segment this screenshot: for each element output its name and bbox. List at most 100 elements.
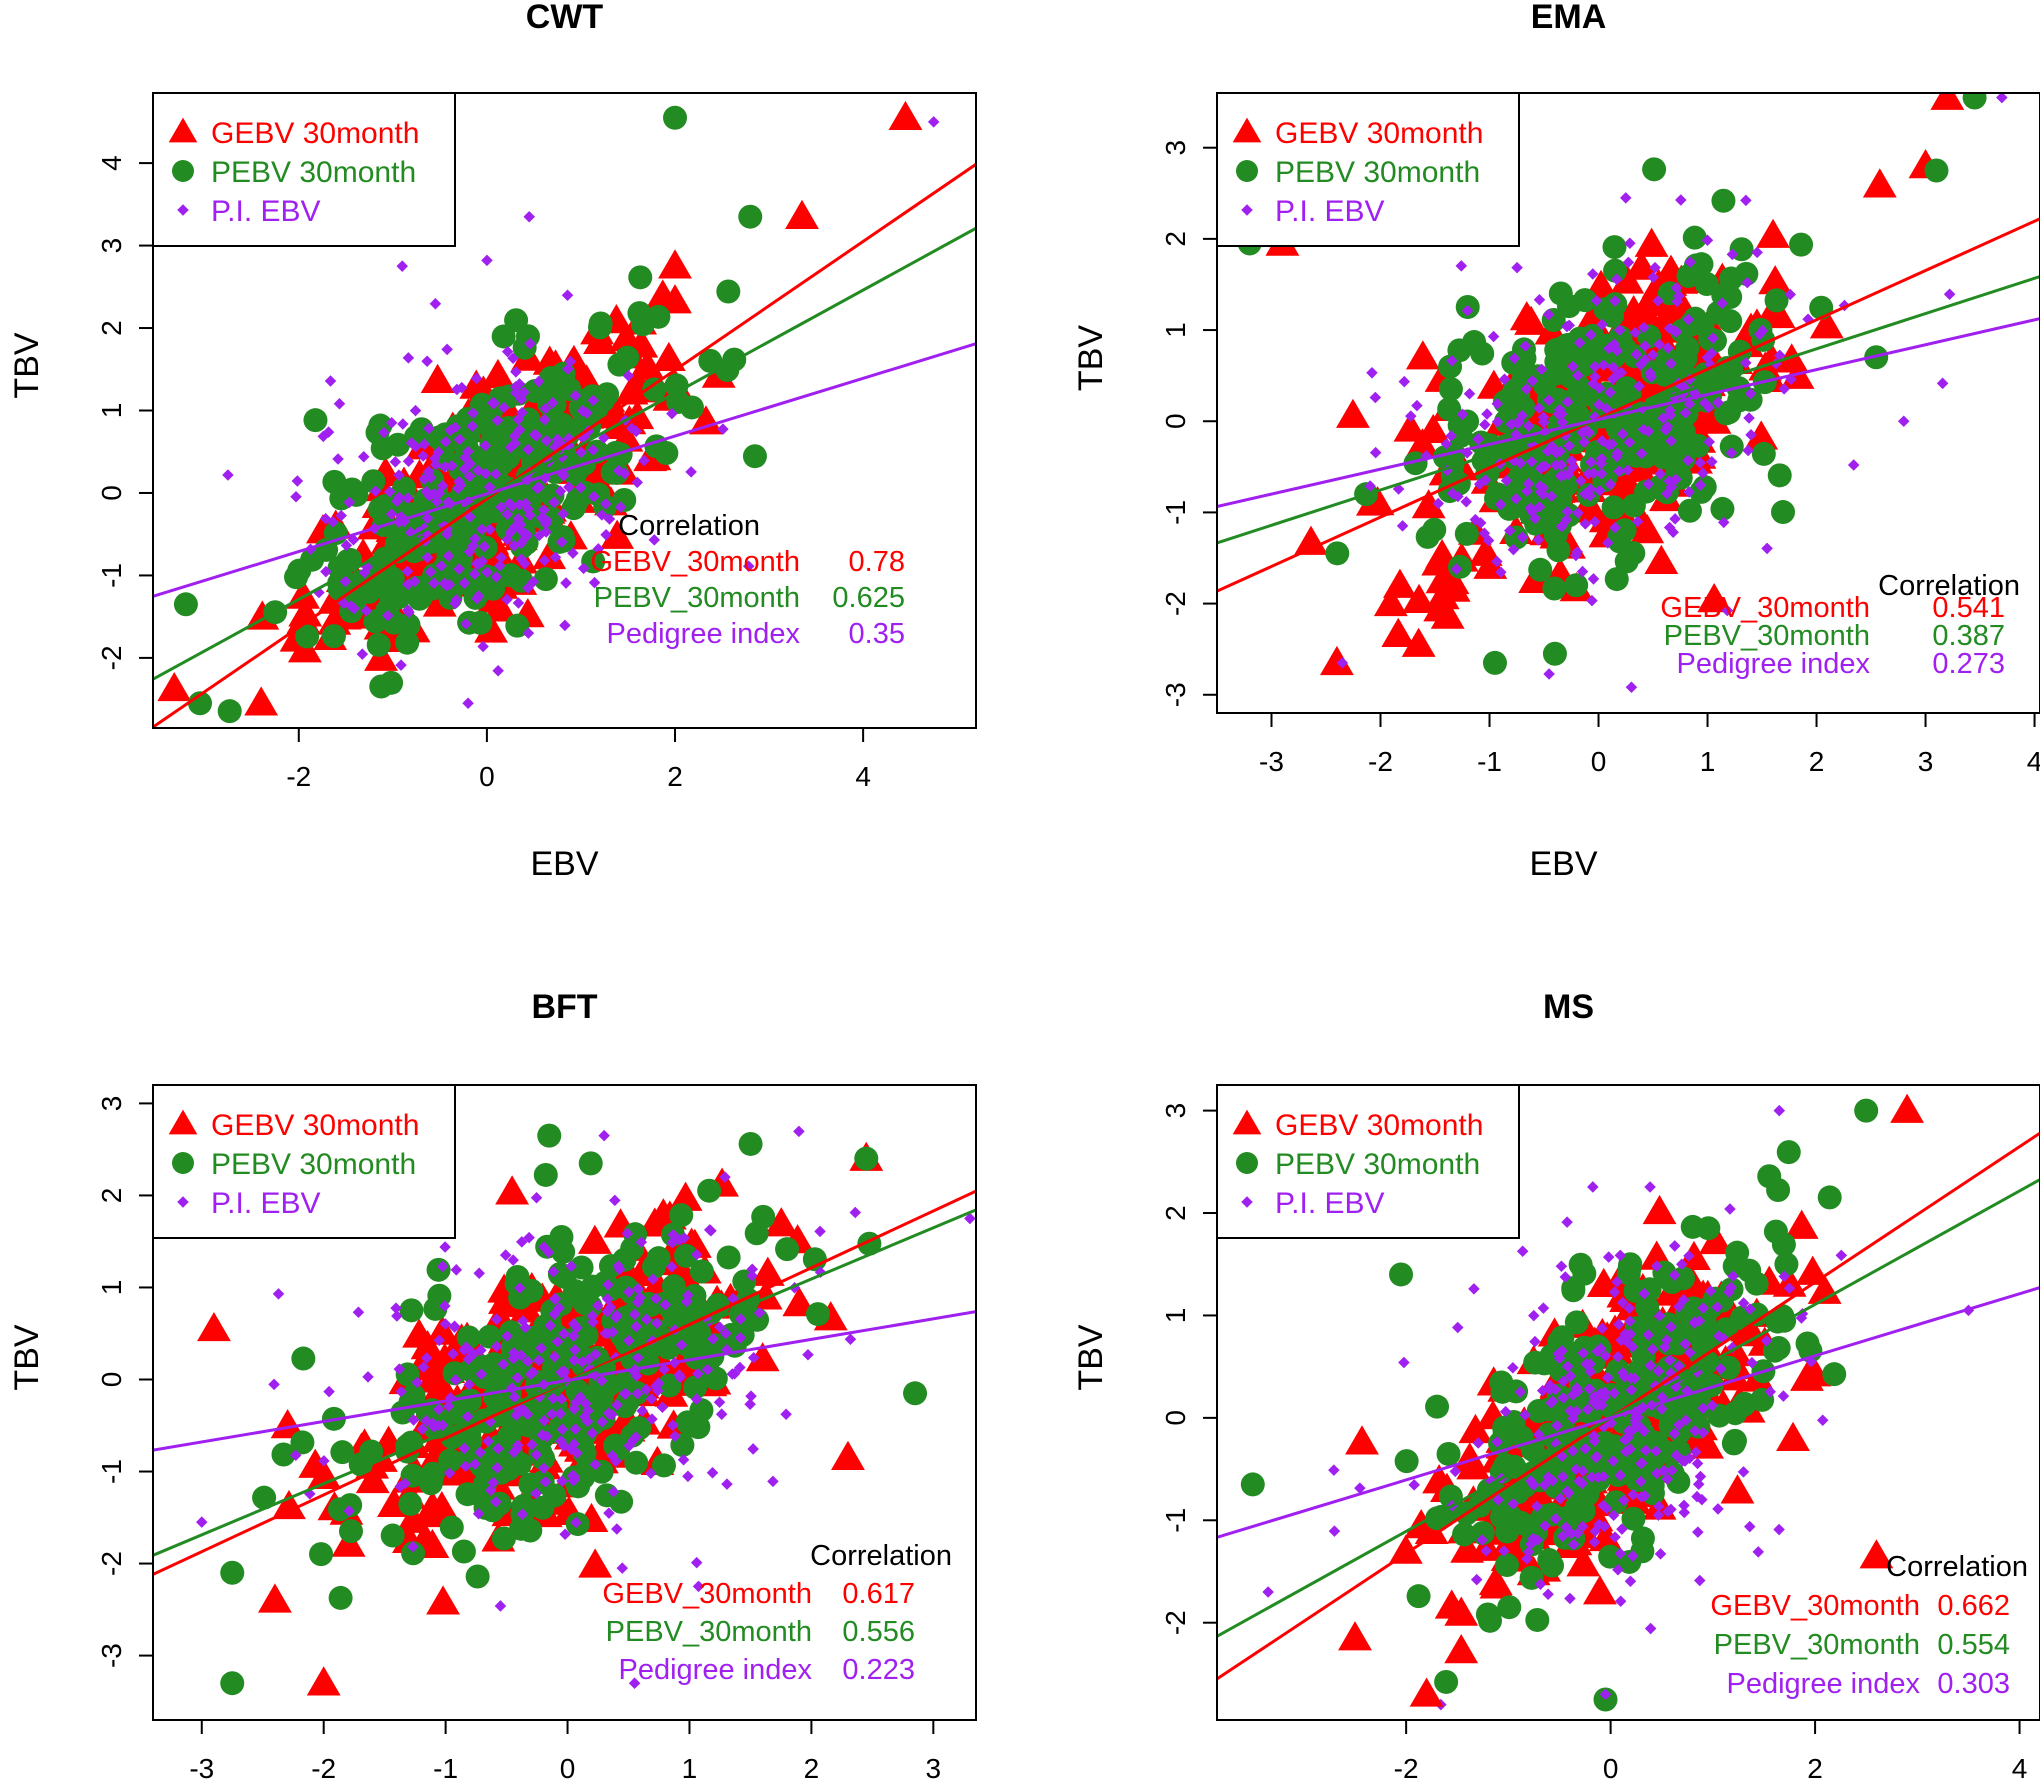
point-diamond bbox=[1507, 1361, 1519, 1374]
point-diamond bbox=[486, 397, 499, 409]
correlation-header: Correlation bbox=[1886, 1551, 2028, 1583]
point-circle bbox=[338, 1519, 363, 1544]
point-diamond bbox=[1603, 342, 1615, 355]
point-diamond bbox=[720, 1327, 732, 1340]
point-diamond bbox=[526, 1438, 538, 1451]
point-circle bbox=[523, 379, 548, 404]
x-tick-label: 1 bbox=[682, 1753, 698, 1784]
point-diamond bbox=[588, 576, 601, 589]
point-triangle bbox=[1444, 1596, 1479, 1626]
point-diamond bbox=[481, 566, 493, 578]
point-diamond bbox=[1526, 375, 1539, 387]
point-diamond bbox=[587, 444, 599, 456]
point-diamond bbox=[436, 479, 449, 492]
point-diamond bbox=[574, 481, 587, 494]
x-tick-label: 0 bbox=[1603, 1753, 1619, 1784]
point-diamond bbox=[1565, 455, 1578, 467]
panel-ms: MS -2 0 2 4 -2 -1 0 1 2 3 TBV GEBV 30month PEBV 30mon… bbox=[1072, 988, 2040, 1784]
point-triangle bbox=[1758, 265, 1793, 295]
correlation-label: GEBV_30month bbox=[602, 1578, 812, 1610]
point-diamond bbox=[360, 605, 373, 617]
point-circle bbox=[401, 1541, 426, 1566]
point-diamond bbox=[715, 1408, 728, 1420]
point-diamond bbox=[557, 508, 569, 520]
y-tick-label: 0 bbox=[96, 485, 127, 501]
point-triangle bbox=[1405, 340, 1440, 370]
point-diamond bbox=[417, 450, 429, 462]
point-diamond bbox=[524, 337, 536, 350]
point-diamond bbox=[1596, 318, 1608, 331]
point-diamond bbox=[1596, 1322, 1608, 1335]
point-diamond bbox=[1567, 1389, 1579, 1401]
correlation-block: Correlation GEBV_30month 0.617 PEBV_30month… bbox=[602, 1540, 952, 1686]
point-diamond bbox=[1554, 470, 1567, 482]
point-diamond bbox=[1572, 369, 1584, 382]
point-circle bbox=[491, 324, 516, 349]
point-diamond bbox=[352, 1306, 365, 1319]
point-diamond bbox=[501, 593, 513, 606]
point-diamond bbox=[1595, 468, 1608, 480]
point-diamond bbox=[587, 394, 600, 407]
point-circle bbox=[642, 377, 667, 402]
point-diamond bbox=[1637, 423, 1650, 436]
point-diamond bbox=[439, 435, 452, 448]
point-diamond bbox=[1713, 1330, 1725, 1342]
point-diamond bbox=[607, 1485, 620, 1498]
y-tick-label: -1 bbox=[96, 1459, 127, 1484]
point-diamond bbox=[635, 1236, 648, 1248]
point-outlier bbox=[523, 210, 535, 223]
point-diamond bbox=[472, 464, 484, 477]
point-circle bbox=[426, 1257, 451, 1282]
point-triangle bbox=[425, 1315, 460, 1345]
point-diamond bbox=[458, 1344, 470, 1356]
point-diamond bbox=[438, 577, 451, 590]
point-circle bbox=[1612, 518, 1637, 543]
point-diamond bbox=[1635, 1475, 1647, 1488]
point-diamond bbox=[1478, 527, 1491, 540]
point-circle bbox=[398, 1491, 423, 1516]
point-diamond bbox=[527, 576, 540, 588]
point-diamond bbox=[335, 509, 347, 522]
point-diamond bbox=[1481, 408, 1493, 420]
point-diamond bbox=[491, 414, 504, 427]
point-diamond bbox=[1744, 387, 1757, 400]
point-diamond bbox=[1694, 457, 1706, 469]
point-diamond bbox=[538, 1462, 550, 1474]
point-diamond bbox=[844, 1333, 857, 1346]
point-diamond bbox=[565, 1260, 577, 1272]
point-triangle bbox=[1402, 583, 1436, 613]
point-diamond bbox=[1743, 1520, 1756, 1533]
point-diamond bbox=[1711, 1301, 1723, 1313]
point-diamond bbox=[1680, 1414, 1692, 1426]
point-diamond bbox=[1593, 398, 1605, 411]
point-diamond bbox=[596, 1374, 608, 1387]
plot-frame bbox=[1216, 1084, 2040, 1721]
point-diamond bbox=[592, 1299, 604, 1312]
point-diamond bbox=[1608, 1387, 1620, 1399]
point-diamond bbox=[458, 577, 471, 589]
point-diamond bbox=[490, 468, 502, 480]
point-triangle bbox=[1697, 583, 1732, 613]
point-circle bbox=[1497, 1595, 1522, 1620]
point-diamond bbox=[530, 1449, 543, 1461]
point-diamond bbox=[1472, 433, 1484, 445]
correlation-label: PEBV_30month bbox=[1714, 1629, 1920, 1661]
point-diamond bbox=[1589, 360, 1601, 373]
point-circle bbox=[1762, 1338, 1787, 1363]
point-diamond bbox=[523, 1231, 535, 1244]
point-diamond bbox=[1538, 416, 1550, 428]
point-diamond bbox=[814, 1225, 826, 1238]
point-diamond bbox=[682, 1470, 694, 1483]
point-circle bbox=[1767, 463, 1792, 488]
point-diamond bbox=[652, 1384, 664, 1397]
point-diamond bbox=[600, 498, 612, 510]
point-diamond bbox=[512, 513, 524, 525]
point-diamond bbox=[1633, 380, 1645, 392]
point-diamond bbox=[290, 1449, 302, 1462]
point-triangle bbox=[750, 1256, 785, 1286]
point-diamond bbox=[1629, 326, 1642, 339]
point-triangle bbox=[481, 358, 515, 389]
correlation-label: Pedigree index bbox=[1677, 648, 1871, 680]
point-outlier bbox=[927, 116, 940, 128]
point-circle bbox=[716, 279, 741, 304]
